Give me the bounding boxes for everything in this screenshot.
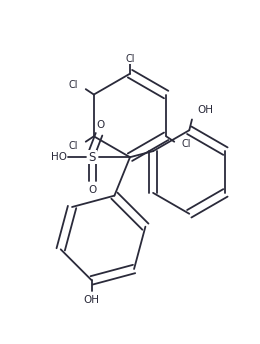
Text: Cl: Cl [69,80,78,90]
Text: OH: OH [197,105,213,116]
Text: S: S [89,151,96,164]
Text: OH: OH [84,295,100,305]
Text: HO: HO [51,152,67,162]
Text: Cl: Cl [182,139,191,149]
Text: Cl: Cl [69,141,78,151]
Text: O: O [96,120,105,130]
Text: O: O [88,185,96,195]
Text: Cl: Cl [125,54,135,64]
